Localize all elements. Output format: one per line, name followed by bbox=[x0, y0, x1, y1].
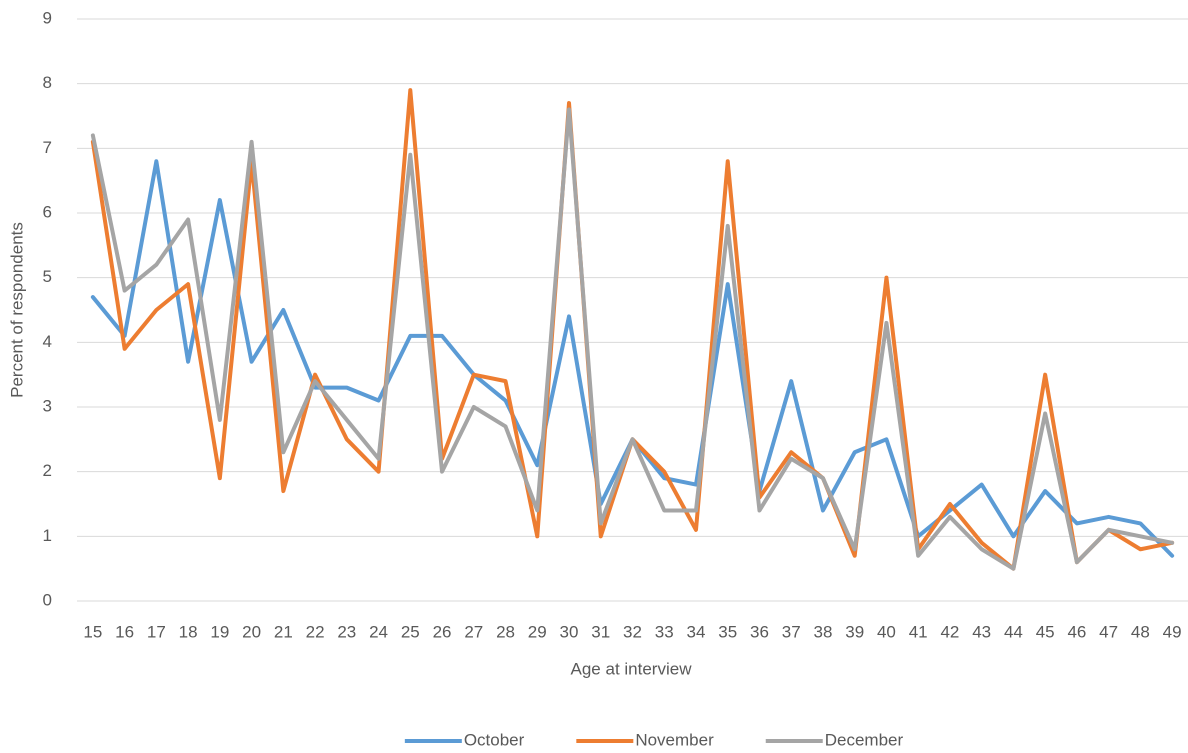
y-tick-label: 1 bbox=[43, 526, 52, 545]
line-series bbox=[90, 107, 1175, 571]
x-tick-label: 33 bbox=[655, 622, 674, 641]
y-tick-label: 2 bbox=[43, 461, 52, 480]
x-tick-label: 39 bbox=[845, 622, 864, 641]
x-tick-label: 21 bbox=[274, 622, 293, 641]
x-tick-label: 30 bbox=[560, 622, 579, 641]
legend-label: October bbox=[464, 730, 525, 749]
line-series bbox=[90, 159, 1175, 558]
x-tick-label: 29 bbox=[528, 622, 547, 641]
y-tick-label: 7 bbox=[43, 138, 52, 157]
x-tick-label: 18 bbox=[179, 622, 198, 641]
x-tick-label: 31 bbox=[591, 622, 610, 641]
x-axis-title: Age at interview bbox=[571, 659, 693, 678]
y-tick-label: 0 bbox=[43, 590, 52, 609]
x-tick-label: 43 bbox=[972, 622, 991, 641]
x-tick-label: 47 bbox=[1099, 622, 1118, 641]
y-tick-label: 3 bbox=[43, 396, 52, 415]
x-tick-label: 26 bbox=[433, 622, 452, 641]
x-tick-label: 32 bbox=[623, 622, 642, 641]
x-tick-label: 48 bbox=[1131, 622, 1150, 641]
x-tick-label: 16 bbox=[115, 622, 134, 641]
x-tick-label: 23 bbox=[337, 622, 356, 641]
x-tick-label: 20 bbox=[242, 622, 261, 641]
x-tick-label: 45 bbox=[1036, 622, 1055, 641]
x-tick-label: 44 bbox=[1004, 622, 1023, 641]
y-tick-label: 8 bbox=[43, 73, 52, 92]
x-tick-label: 28 bbox=[496, 622, 515, 641]
x-tick-label: 17 bbox=[147, 622, 166, 641]
x-tick-label: 27 bbox=[464, 622, 483, 641]
x-tick-label: 19 bbox=[210, 622, 229, 641]
y-tick-label: 6 bbox=[43, 202, 52, 221]
x-tick-label: 38 bbox=[813, 622, 832, 641]
x-tick-label: 22 bbox=[306, 622, 325, 641]
y-tick-label: 9 bbox=[43, 8, 52, 27]
x-tick-label: 35 bbox=[718, 622, 737, 641]
x-tick-label: 37 bbox=[782, 622, 801, 641]
y-axis-title: Percent of respondents bbox=[7, 222, 26, 398]
x-tick-label: 46 bbox=[1067, 622, 1086, 641]
y-tick-label: 5 bbox=[43, 267, 52, 286]
x-tick-label: 15 bbox=[83, 622, 102, 641]
legend-label: November bbox=[635, 730, 714, 749]
legend-label: December bbox=[825, 730, 904, 749]
x-tick-label: 41 bbox=[909, 622, 928, 641]
y-tick-label: 4 bbox=[43, 332, 52, 351]
x-tick-label: 34 bbox=[687, 622, 706, 641]
x-tick-label: 36 bbox=[750, 622, 769, 641]
x-tick-label: 49 bbox=[1163, 622, 1182, 641]
x-tick-label: 25 bbox=[401, 622, 420, 641]
x-tick-label: 42 bbox=[940, 622, 959, 641]
x-tick-label: 40 bbox=[877, 622, 896, 641]
x-tick-label: 24 bbox=[369, 622, 388, 641]
